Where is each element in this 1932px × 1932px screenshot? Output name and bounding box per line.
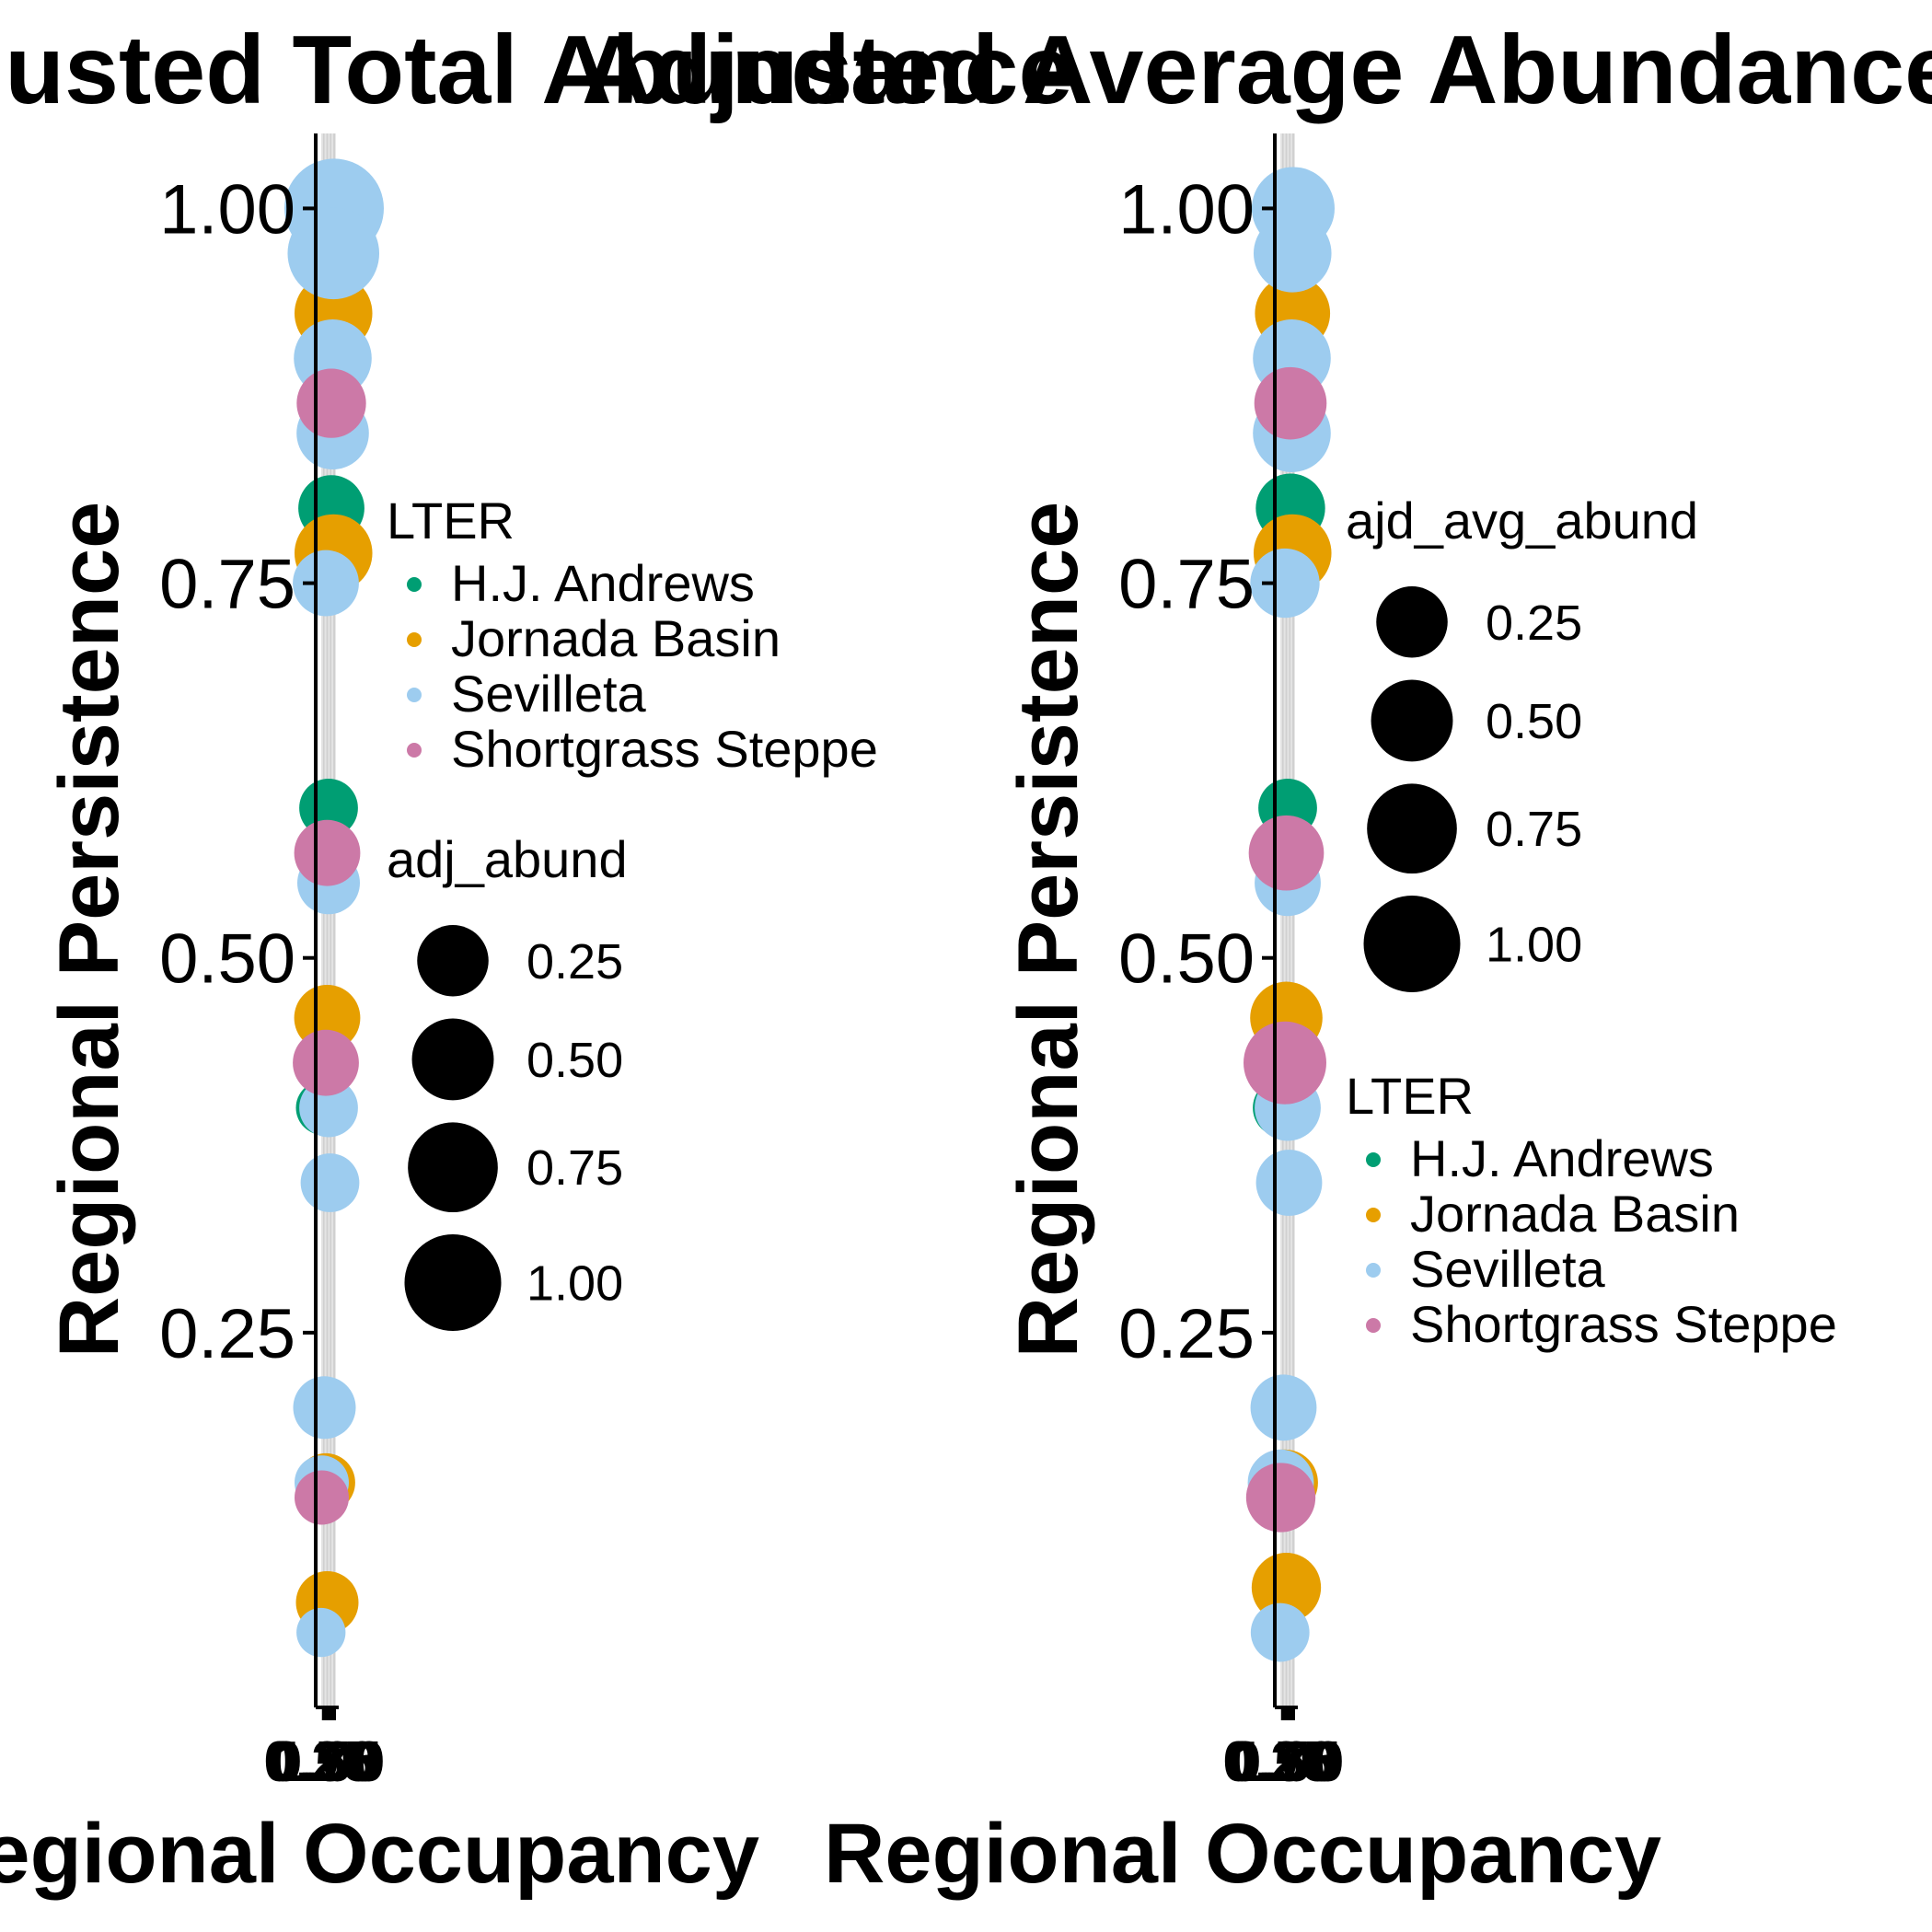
size-legend: ajd_avg_abund 0.25 0.50 0.75 1.00 bbox=[1346, 492, 1698, 993]
point-shortgrass-steppe bbox=[1254, 366, 1327, 440]
size-legend-title: adj_abund bbox=[387, 830, 628, 888]
color-legend-title: LTER bbox=[1346, 1067, 1474, 1125]
size-legend-label: 0.25 bbox=[526, 934, 623, 989]
size-legend-label: 0.25 bbox=[1486, 596, 1582, 651]
x-tick-label: 0.25 bbox=[1222, 1730, 1334, 1794]
x-tick-label: 1.00 bbox=[1233, 1730, 1345, 1794]
legend-entry-label: Shortgrass Steppe bbox=[1410, 1295, 1837, 1353]
legend-entry-label: H.J. Andrews bbox=[451, 554, 755, 612]
legend-key-dot bbox=[1366, 1318, 1381, 1334]
x-tick-label: 1.00 bbox=[274, 1730, 386, 1794]
legend-key-dot bbox=[1366, 1263, 1381, 1278]
point-shortgrass-steppe bbox=[1244, 1021, 1326, 1105]
size-legend-label: 0.75 bbox=[526, 1140, 623, 1196]
legend-key-dot bbox=[1366, 1152, 1381, 1168]
y-tick-label: 0.25 bbox=[159, 1295, 295, 1373]
panel-total-abundance: 0.250.500.751.000.250.500.751.00Adjusted… bbox=[0, 16, 1072, 1901]
x-tick-label: 0.75 bbox=[1230, 1730, 1341, 1794]
size-legend-label: 0.75 bbox=[1486, 802, 1582, 857]
y-tick-label: 1.00 bbox=[159, 170, 295, 249]
y-axis-title: Regional Persistence bbox=[42, 502, 136, 1359]
point-sevilleta bbox=[300, 1153, 360, 1212]
size-legend-key bbox=[1363, 896, 1461, 993]
y-tick-label: 0.25 bbox=[1118, 1295, 1255, 1373]
y-tick-label: 0.50 bbox=[1118, 920, 1255, 999]
size-legend-key bbox=[404, 1234, 502, 1332]
size-legend-title: ajd_avg_abund bbox=[1346, 492, 1698, 550]
panel-title: Adjusted Average Abundance bbox=[582, 16, 1932, 124]
size-legend-key bbox=[408, 1122, 498, 1213]
y-tick-label: 0.75 bbox=[1118, 546, 1255, 624]
y-tick-label: 1.00 bbox=[1118, 170, 1255, 249]
point-sevilleta bbox=[287, 207, 380, 300]
x-tick-label: 0.50 bbox=[1226, 1730, 1337, 1794]
point-sevilleta bbox=[1250, 548, 1320, 619]
y-tick-label: 0.50 bbox=[159, 920, 295, 999]
legend-entry-label: H.J. Andrews bbox=[1410, 1129, 1714, 1187]
size-legend-key bbox=[1376, 586, 1448, 658]
x-tick-label: 0.75 bbox=[271, 1730, 382, 1794]
point-sevilleta bbox=[1255, 1150, 1323, 1216]
legend-entry-label: Jornada Basin bbox=[1410, 1185, 1740, 1243]
size-legend-label: 0.50 bbox=[1486, 694, 1582, 749]
legend-entry-label: Sevilleta bbox=[1410, 1240, 1606, 1298]
point-sevilleta bbox=[1253, 214, 1332, 293]
x-axis-title: Regional Occupancy bbox=[0, 1807, 759, 1901]
panel-average-abundance: 0.250.500.751.000.250.500.751.00Adjusted… bbox=[582, 16, 1932, 1901]
size-legend-label: 1.00 bbox=[1486, 918, 1582, 973]
size-legend-key bbox=[411, 1018, 494, 1101]
size-legend: adj_abund 0.25 0.50 0.75 1.00 bbox=[387, 830, 628, 1332]
legend-key-dot bbox=[407, 743, 422, 758]
point-shortgrass-steppe bbox=[295, 1470, 349, 1525]
point-jornada-basin bbox=[1251, 1553, 1322, 1623]
x-tick-label: 0.50 bbox=[267, 1730, 378, 1794]
legend-key-dot bbox=[407, 577, 422, 592]
size-legend-label: 0.50 bbox=[526, 1033, 623, 1088]
size-legend-key bbox=[417, 925, 489, 997]
point-shortgrass-steppe bbox=[296, 368, 366, 438]
point-sevilleta bbox=[296, 1607, 346, 1658]
color-legend-title: LTER bbox=[387, 492, 515, 550]
point-shortgrass-steppe bbox=[1245, 1463, 1316, 1533]
point-shortgrass-steppe bbox=[294, 819, 361, 886]
size-legend-key bbox=[1367, 783, 1457, 874]
size-legend-label: 1.00 bbox=[526, 1256, 623, 1312]
legend-key-dot bbox=[407, 688, 422, 702]
point-sevilleta bbox=[293, 1376, 356, 1440]
legend-entry-label: Shortgrass Steppe bbox=[451, 720, 878, 778]
y-tick-label: 0.75 bbox=[159, 546, 295, 624]
legend-key-dot bbox=[407, 632, 422, 647]
point-sevilleta bbox=[293, 550, 359, 617]
x-axis-title: Regional Occupancy bbox=[824, 1807, 1661, 1901]
legend-entry-label: Jornada Basin bbox=[451, 609, 781, 667]
x-tick-label: 0.25 bbox=[263, 1730, 375, 1794]
size-legend-key bbox=[1371, 679, 1453, 762]
point-shortgrass-steppe bbox=[293, 1029, 359, 1096]
point-shortgrass-steppe bbox=[1248, 815, 1325, 891]
point-sevilleta bbox=[1250, 1374, 1317, 1441]
panel-title: Adjusted Total Abundance bbox=[0, 16, 1072, 124]
y-axis-title: Regional Persistence bbox=[1001, 502, 1095, 1359]
point-sevilleta bbox=[1250, 1602, 1310, 1662]
legend-key-dot bbox=[1366, 1208, 1381, 1223]
legend-entry-label: Sevilleta bbox=[451, 665, 647, 723]
